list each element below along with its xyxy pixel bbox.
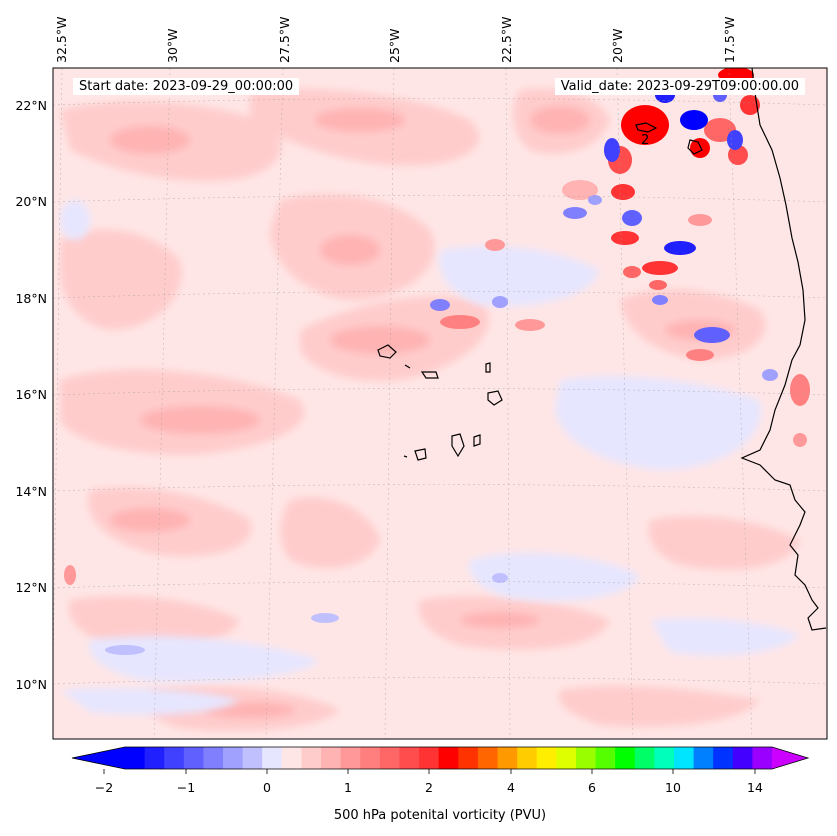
lat-label: 14°N	[15, 484, 47, 499]
colorbar-cell	[262, 747, 283, 769]
valid-date-label: Valid_date: 2023-09-29T09:00:00.00	[554, 78, 805, 95]
lat-label: 20°N	[15, 194, 47, 209]
contour-label: 2	[641, 133, 649, 148]
colorbar-cell	[575, 747, 597, 769]
colorbar-cell	[713, 747, 734, 769]
colorbar-tick-label: 0	[263, 780, 271, 795]
pink-cores	[110, 106, 735, 718]
colorbar-cell	[732, 747, 753, 769]
colorbar-tick-label: 10	[665, 780, 681, 795]
colorbar-cell	[673, 747, 695, 769]
colorbar-low-arrow	[72, 747, 125, 769]
colorbar-high-arrow	[772, 747, 808, 769]
colorbar-cell	[615, 747, 636, 769]
colorbar-cell	[693, 747, 714, 769]
colorbar-cell	[321, 747, 342, 769]
lon-label: 20°W	[610, 28, 625, 63]
colorbar-cell	[125, 747, 146, 769]
colorbar-cell	[634, 747, 655, 769]
graticule	[53, 68, 827, 739]
colorbar-cell	[164, 747, 185, 769]
colorbar-tick-label: 2	[425, 780, 433, 795]
colorbar-cell	[595, 747, 616, 769]
lat-label: 16°N	[15, 387, 47, 402]
colorbar: −2 −1 0 1 2 4 6 10 14	[71, 746, 810, 795]
colorbar-tick-label: 4	[507, 780, 515, 795]
latitude-labels: 22°N 20°N 18°N 16°N 14°N 12°N 10°N	[15, 98, 47, 692]
colorbar-cell	[301, 747, 322, 769]
colorbar-ticks: −2 −1 0 1 2 4 6 10 14	[95, 769, 763, 795]
colorbar-tick-label: −2	[95, 780, 113, 795]
colorbar-cells	[125, 747, 773, 769]
colorbar-cell	[752, 747, 773, 769]
colorbar-cell	[183, 747, 204, 769]
colorbar-cell	[242, 747, 263, 769]
colorbar-tick-label: 1	[344, 780, 352, 795]
lat-label: 22°N	[15, 98, 47, 113]
colorbar-cell	[477, 747, 499, 769]
lat-label: 10°N	[15, 677, 47, 692]
colorbar-cell	[419, 747, 440, 769]
lon-label: 30°W	[165, 28, 180, 63]
colorbar-cell	[379, 747, 400, 769]
coastline	[377, 68, 827, 631]
colorbar-cell	[223, 747, 244, 769]
colorbar-tick-label: 14	[747, 780, 763, 795]
colorbar-cell	[458, 747, 479, 769]
lon-label: 27.5°W	[277, 17, 292, 63]
colorbar-cell	[144, 747, 165, 769]
colorbar-title: 500 hPa potenital vorticity (PVU)	[333, 808, 547, 823]
colorbar-cell	[360, 747, 381, 769]
blue-blobs	[105, 87, 778, 655]
colorbar-cell	[203, 747, 224, 769]
pv-field: 2	[53, 68, 827, 739]
colorbar-cell	[438, 747, 459, 769]
colorbar-cell	[654, 747, 675, 769]
colorbar-tick-label: 6	[588, 780, 596, 795]
lon-label: 32.5°W	[54, 17, 69, 63]
lat-label: 12°N	[15, 580, 47, 595]
colorbar-cell	[399, 747, 420, 769]
colorbar-cell	[536, 747, 557, 769]
colorbar-outline	[71, 746, 810, 770]
start-date-label: Start date: 2023-09-29_00:00:00	[73, 78, 300, 95]
lat-label: 18°N	[15, 291, 47, 306]
colorbar-cell	[556, 747, 577, 769]
colorbar-cell	[497, 747, 518, 769]
colorbar-cell	[340, 747, 361, 769]
lon-label: 25°W	[387, 28, 402, 63]
red-blobs	[64, 68, 810, 585]
map-frame	[52, 67, 828, 740]
longitude-labels: 32.5°W 30°W 27.5°W 25°W 22.5°W 20°W 17.5…	[54, 17, 737, 63]
colorbar-cell	[281, 747, 302, 769]
light-blue-patches	[60, 200, 800, 715]
colorbar-cell	[517, 747, 538, 769]
lon-label: 17.5°W	[722, 17, 737, 63]
lon-label: 22.5°W	[499, 17, 514, 63]
pink-patches	[60, 88, 800, 731]
colorbar-tick-label: −1	[177, 780, 195, 795]
